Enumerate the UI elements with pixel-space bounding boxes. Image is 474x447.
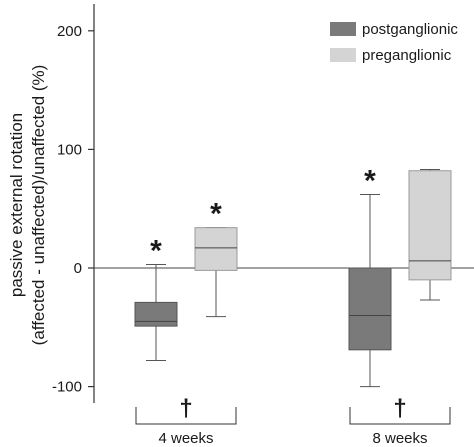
y-axis-title-line1: passive external rotation bbox=[7, 113, 26, 297]
box-iqr bbox=[194, 227, 238, 271]
box-preganglionic-8-weeks bbox=[408, 169, 452, 301]
legend-label: postganglionic bbox=[362, 21, 458, 38]
significance-star: * bbox=[364, 164, 376, 197]
label-layer: passive external rotation (affected - una… bbox=[7, 65, 428, 447]
y-axis-title-line2: (affected - unaffected)/unaffected (%) bbox=[29, 65, 48, 346]
y-tick-label: -100 bbox=[52, 379, 82, 396]
significance-dagger: † bbox=[179, 395, 192, 422]
bracket bbox=[135, 407, 237, 425]
box-iqr bbox=[408, 170, 452, 281]
legend: postganglionic preganglionic bbox=[330, 21, 458, 64]
box-postganglionic-8-weeks bbox=[348, 193, 392, 388]
box-preganglionic-4-weeks bbox=[194, 227, 238, 318]
box-postganglionic-4-weeks bbox=[134, 263, 178, 362]
significance-star: * bbox=[150, 234, 162, 267]
y-tick-label: 200 bbox=[57, 23, 82, 40]
axis-layer: 200 100 0 -100 bbox=[52, 4, 474, 403]
significance-dagger: † bbox=[393, 395, 406, 422]
y-tick-label: 100 bbox=[57, 141, 82, 158]
box-iqr bbox=[134, 301, 178, 327]
annotation-layer: * * * † † bbox=[135, 164, 451, 425]
x-category-label: 8 weeks bbox=[372, 430, 427, 447]
x-category-label: 4 weeks bbox=[158, 430, 213, 447]
bracket bbox=[349, 407, 451, 425]
box-iqr bbox=[348, 267, 392, 351]
legend-label: preganglionic bbox=[362, 47, 452, 64]
significance-star: * bbox=[210, 198, 222, 231]
plot-layer bbox=[134, 169, 452, 388]
legend-swatch bbox=[330, 22, 356, 36]
y-tick-label: 0 bbox=[74, 260, 82, 277]
legend-swatch bbox=[330, 48, 356, 62]
